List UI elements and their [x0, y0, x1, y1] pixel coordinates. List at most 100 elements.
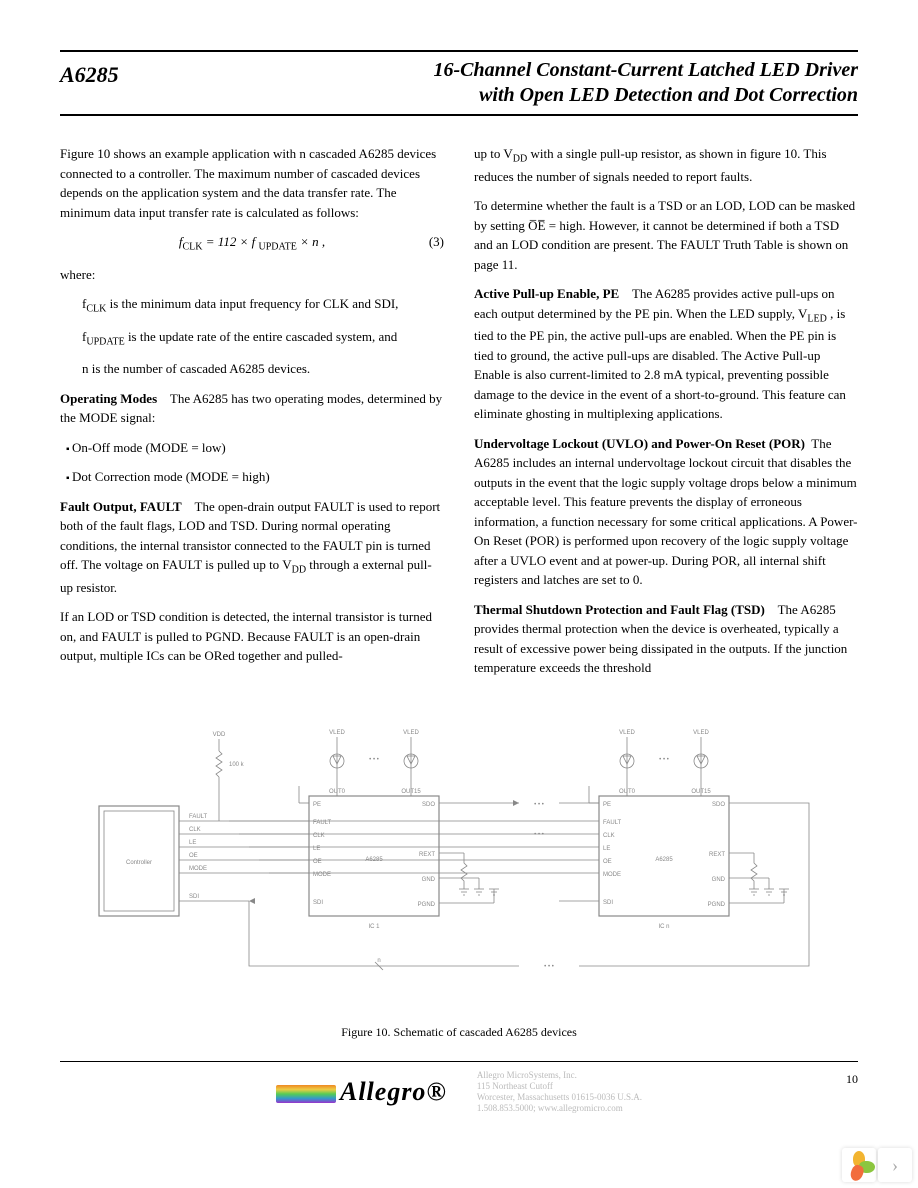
svg-text:OE: OE — [189, 853, 198, 859]
tsd-section: Thermal Shutdown Protection and Fault Fl… — [474, 600, 858, 678]
viewer-widget: › — [842, 1148, 912, 1182]
svg-text:CLK: CLK — [603, 833, 615, 839]
right-p2: To determine whether the fault is a TSD … — [474, 196, 858, 274]
header-rule-bottom — [60, 114, 858, 116]
mode-bullet-onoff: On-Off mode (MODE = low) — [66, 438, 444, 458]
logo-bars-icon — [276, 1085, 336, 1103]
page-number: 10 — [846, 1070, 858, 1088]
svg-text:• • •: • • • — [544, 964, 554, 970]
eqn-mid: = 112 × f — [206, 234, 259, 249]
footer: Allegro® Allegro MicroSystems, Inc. 115 … — [60, 1070, 858, 1113]
svg-text:MODE: MODE — [603, 872, 621, 878]
svg-text:GND: GND — [422, 877, 436, 883]
svg-text:VLED: VLED — [619, 730, 635, 736]
svg-text:VLED: VLED — [329, 730, 345, 736]
uvlo-heading: Undervoltage Lockout (UVLO) and Power-On… — [474, 436, 805, 451]
svg-text:A6285: A6285 — [655, 857, 673, 863]
document-title: 16-Channel Constant-Current Latched LED … — [433, 58, 858, 108]
svg-text:100 k: 100 k — [229, 762, 245, 768]
svg-text:REXT: REXT — [709, 852, 725, 858]
r-p1a: up to V — [474, 146, 513, 161]
def-fupdate: fUPDATE is the update rate of the entire… — [82, 327, 444, 350]
footer-line-0: Allegro MicroSystems, Inc. — [477, 1070, 642, 1081]
where-label: where: — [60, 265, 444, 285]
right-p1: up to VDD with a single pull-up resistor… — [474, 144, 858, 186]
svg-text:• • •: • • • — [369, 757, 379, 763]
right-column: up to VDD with a single pull-up resistor… — [474, 144, 858, 688]
figure-10: Controller VDD 100 k FAULT CLK LE OE MOD… — [60, 706, 858, 1042]
title-line-2: with Open LED Detection and Dot Correcti… — [433, 83, 858, 108]
tsd-heading: Thermal Shutdown Protection and Fault Fl… — [474, 602, 765, 617]
def-n: n is the number of cascaded A6285 device… — [82, 359, 444, 379]
part-number: A6285 — [60, 58, 119, 91]
eqn-number: (3) — [429, 232, 444, 252]
schematic-diagram: Controller VDD 100 k FAULT CLK LE OE MOD… — [79, 706, 839, 1006]
pe-section: Active Pull-up Enable, PE The A6285 prov… — [474, 284, 858, 424]
eqn-rhs: × n , — [300, 234, 325, 249]
def2-sub: UPDATE — [86, 336, 124, 347]
def-fclk: fCLK is the minimum data input frequency… — [82, 294, 444, 317]
operating-modes: Operating Modes The A6285 has two operat… — [60, 389, 444, 428]
svg-text:LE: LE — [603, 846, 610, 852]
footer-rule — [60, 1061, 858, 1062]
footer-line-1: 115 Northeast Cutoff — [477, 1081, 642, 1092]
footer-address: Allegro MicroSystems, Inc. 115 Northeast… — [477, 1070, 642, 1113]
svg-text:IC n: IC n — [658, 924, 669, 930]
svg-text:GND: GND — [712, 877, 726, 883]
allegro-logo: Allegro® — [276, 1072, 447, 1111]
svg-text:REXT: REXT — [419, 852, 435, 858]
title-line-1: 16-Channel Constant-Current Latched LED … — [433, 58, 858, 83]
header-row: A6285 16-Channel Constant-Current Latche… — [60, 58, 858, 108]
svg-text:FAULT: FAULT — [189, 814, 208, 820]
svg-text:CLK: CLK — [189, 827, 201, 833]
fault-heading: Fault Output, FAULT — [60, 499, 182, 514]
header-rule-top — [60, 50, 858, 52]
svg-text:SDI: SDI — [189, 894, 199, 900]
pe-body-b: , is tied to the PE pin, the active pull… — [474, 306, 846, 422]
eqn-lhs-sub: CLK — [183, 242, 203, 253]
uvlo-body: The A6285 includes an internal undervolt… — [474, 436, 858, 588]
logo-text: Allegro — [340, 1077, 426, 1106]
svg-text:PE: PE — [313, 802, 321, 808]
viewer-logo-button[interactable] — [842, 1148, 876, 1182]
svg-text:VLED: VLED — [403, 730, 419, 736]
svg-text:n: n — [377, 958, 380, 964]
opmodes-heading: Operating Modes — [60, 391, 157, 406]
petal-icon — [845, 1151, 873, 1179]
fault-body-sub: DD — [292, 565, 306, 576]
fault-output: Fault Output, FAULT The open-drain outpu… — [60, 497, 444, 598]
svg-text:VDD: VDD — [213, 732, 226, 738]
uvlo-section: Undervoltage Lockout (UVLO) and Power-On… — [474, 434, 858, 590]
svg-text:PGND: PGND — [708, 902, 726, 908]
svg-text:• • •: • • • — [534, 802, 544, 808]
viewer-next-button[interactable]: › — [878, 1148, 912, 1182]
fault-paragraph-2: If an LOD or TSD condition is detected, … — [60, 607, 444, 666]
pe-heading: Active Pull-up Enable, PE — [474, 286, 619, 301]
svg-text:LE: LE — [189, 840, 196, 846]
figure-caption: Figure 10. Schematic of cascaded A6285 d… — [60, 1023, 858, 1041]
def1-rest: is the minimum data input frequency for … — [106, 296, 398, 311]
svg-text:• • •: • • • — [534, 832, 544, 838]
svg-text:• • •: • • • — [659, 757, 669, 763]
svg-text:SDI: SDI — [313, 900, 323, 906]
svg-text:SDO: SDO — [422, 802, 435, 808]
left-column: Figure 10 shows an example application w… — [60, 144, 444, 688]
svg-text:Controller: Controller — [126, 860, 152, 866]
footer-line-3: 1.508.853.5000; www.allegromicro.com — [477, 1103, 642, 1114]
svg-text:PGND: PGND — [418, 902, 436, 908]
body-columns: Figure 10 shows an example application w… — [60, 144, 858, 688]
svg-text:PE: PE — [603, 802, 611, 808]
mode-bullet-dotcorr: Dot Correction mode (MODE = high) — [66, 467, 444, 487]
footer-line-2: Worcester, Massachusetts 01615-0036 U.S.… — [477, 1092, 642, 1103]
svg-text:FAULT: FAULT — [603, 820, 622, 826]
svg-text:SDI: SDI — [603, 900, 613, 906]
pe-body-sub: LED — [807, 313, 826, 324]
eqn-mid-sub: UPDATE — [258, 242, 296, 253]
r-p1-sub: DD — [513, 154, 527, 165]
svg-text:IC 1: IC 1 — [368, 924, 380, 930]
svg-text:MODE: MODE — [189, 866, 207, 872]
intro-paragraph: Figure 10 shows an example application w… — [60, 144, 444, 222]
svg-text:VLED: VLED — [693, 730, 709, 736]
svg-text:OE: OE — [603, 859, 612, 865]
equation-3: fCLK = 112 × f UPDATE × n , (3) — [60, 232, 444, 255]
